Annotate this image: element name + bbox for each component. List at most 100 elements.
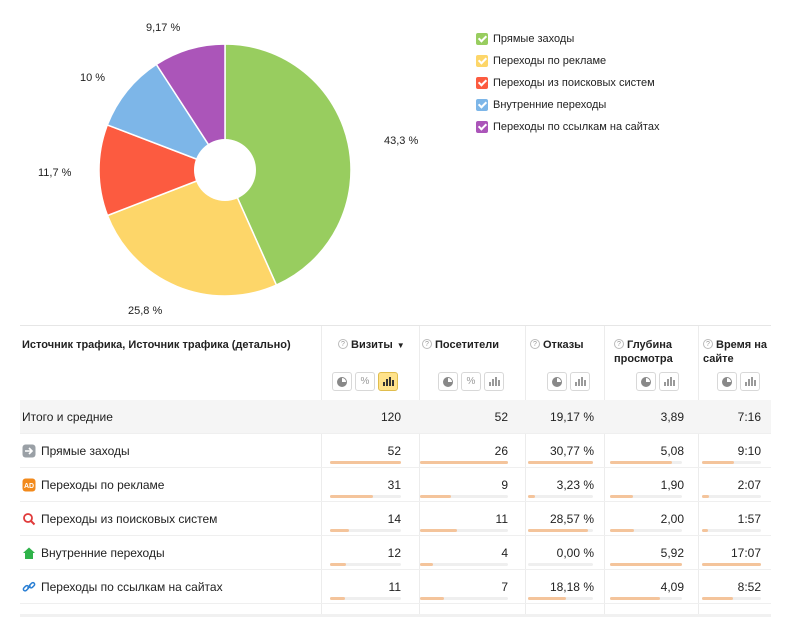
bar-depth bbox=[610, 461, 682, 464]
row-label-text: Переходы по ссылкам на сайтах bbox=[41, 580, 223, 594]
cell-bounces: 0,00 % bbox=[556, 546, 594, 560]
help-icon[interactable] bbox=[422, 338, 432, 352]
column-header-bounces[interactable]: Отказы bbox=[530, 338, 584, 352]
bars-view-button[interactable] bbox=[378, 372, 398, 391]
pie-slice-1[interactable] bbox=[106, 169, 278, 297]
percent-view-button[interactable]: % bbox=[461, 372, 481, 391]
pie-chart-svg bbox=[98, 43, 352, 297]
bars-icon bbox=[663, 377, 675, 386]
legend-item-ads[interactable]: Переходы по рекламе bbox=[476, 50, 659, 72]
bar-bounces bbox=[528, 597, 593, 600]
checkbox-icon[interactable] bbox=[476, 77, 488, 89]
bar-fill bbox=[610, 529, 634, 532]
pie-view-button[interactable] bbox=[332, 372, 352, 391]
legend-label: Переходы по ссылкам на сайтах bbox=[493, 121, 660, 133]
pie-icon bbox=[722, 376, 732, 387]
arrow-right-icon bbox=[22, 444, 36, 458]
bar-bounces bbox=[528, 529, 593, 532]
column-header-depth[interactable]: Глубина просмотра bbox=[614, 338, 694, 366]
legend-item-links[interactable]: Переходы по ссылкам на сайтах bbox=[476, 116, 659, 138]
table-bottom-scrollbar[interactable] bbox=[20, 614, 771, 617]
bars-view-button[interactable] bbox=[659, 372, 679, 391]
bar-visitors bbox=[420, 495, 508, 498]
table-row[interactable]: Переходы из поисковых систем 14 11 28,57 % 2… bbox=[20, 502, 771, 536]
bars-icon bbox=[744, 377, 756, 386]
table-header: Источник трафика, Источник трафика (дета… bbox=[20, 326, 771, 400]
table-row[interactable]: Прямые заходы 52 26 30,77 % 5,08 9:10 bbox=[20, 434, 771, 468]
percent-icon: % bbox=[466, 376, 476, 387]
total-row: Итого и средние 120 52 19,17 % 3,89 7:16 bbox=[20, 400, 771, 434]
cell-visits: 12 bbox=[387, 546, 401, 560]
cell-time: 9:10 bbox=[737, 444, 761, 458]
checkbox-icon[interactable] bbox=[476, 121, 488, 133]
slice-label-internal: 10 % bbox=[80, 72, 106, 84]
cell-visitors: 26 bbox=[494, 444, 508, 458]
dimension-header[interactable]: Источник трафика, Источник трафика (дета… bbox=[22, 339, 291, 351]
bar-fill bbox=[610, 461, 672, 464]
pie-icon bbox=[337, 376, 347, 387]
row-label[interactable]: Переходы из поисковых систем bbox=[22, 512, 217, 526]
bar-fill bbox=[610, 563, 682, 566]
pie-slice-4[interactable] bbox=[155, 43, 226, 173]
pie-chart: 43,3 % 25,8 % 11,7 % 10 % 9,17 % Прямые … bbox=[0, 0, 789, 325]
pie-icon bbox=[641, 376, 651, 387]
row-label[interactable]: Внутренние переходы bbox=[22, 546, 165, 560]
cell-time: 17:07 bbox=[730, 546, 761, 560]
table-row[interactable]: AD Переходы по рекламе 31 9 3,23 % 1,90 2:07 bbox=[20, 468, 771, 502]
cell-visitors: 4 bbox=[501, 546, 508, 560]
cell-bounces: 3,23 % bbox=[556, 478, 594, 492]
pie-slice-3[interactable] bbox=[106, 63, 227, 172]
bar-fill bbox=[610, 495, 633, 498]
bar-visits bbox=[330, 563, 401, 566]
table-row[interactable]: Внутренние переходы 12 4 0,00 % 5,92 17:07 bbox=[20, 536, 771, 570]
legend-label: Прямые заходы bbox=[493, 33, 575, 45]
pie-view-button[interactable] bbox=[636, 372, 656, 391]
cell-bounces: 28,57 % bbox=[549, 512, 594, 526]
cell-depth: 2,00 bbox=[660, 512, 684, 526]
pie-slice-2[interactable] bbox=[98, 123, 228, 217]
bar-depth bbox=[610, 597, 682, 600]
bar-visitors bbox=[420, 563, 508, 566]
link-icon bbox=[22, 580, 36, 594]
row-label[interactable]: Переходы по ссылкам на сайтах bbox=[22, 580, 223, 594]
bars-view-button[interactable] bbox=[570, 372, 590, 391]
help-icon[interactable] bbox=[530, 338, 540, 352]
percent-view-button[interactable]: % bbox=[355, 372, 375, 391]
legend-item-direct[interactable]: Прямые заходы bbox=[476, 28, 659, 50]
column-header-time[interactable]: Время на сайте bbox=[703, 338, 767, 366]
pie-slice-0[interactable] bbox=[224, 43, 352, 287]
checkbox-icon[interactable] bbox=[476, 99, 488, 111]
checkbox-icon[interactable] bbox=[476, 33, 488, 45]
column-header-visits[interactable]: Визиты▼ bbox=[338, 338, 405, 353]
bar-fill bbox=[420, 563, 433, 566]
row-label[interactable]: AD Переходы по рекламе bbox=[22, 478, 164, 492]
cell-depth: 1,90 bbox=[660, 478, 684, 492]
legend-item-search[interactable]: Переходы из поисковых систем bbox=[476, 72, 659, 94]
legend-item-internal[interactable]: Внутренние переходы bbox=[476, 94, 659, 116]
cell-visitors: 9 bbox=[501, 478, 508, 492]
column-header-visitors[interactable]: Посетители bbox=[422, 338, 499, 352]
bars-icon bbox=[382, 377, 394, 386]
sort-desc-icon[interactable]: ▼ bbox=[396, 341, 405, 350]
bar-visitors bbox=[420, 461, 508, 464]
bar-time bbox=[702, 597, 761, 600]
search-icon bbox=[22, 512, 36, 526]
total-depth: 3,89 bbox=[660, 410, 684, 424]
help-icon[interactable] bbox=[338, 338, 348, 352]
bar-fill bbox=[610, 597, 660, 600]
cell-bounces: 30,77 % bbox=[549, 444, 594, 458]
bar-visitors bbox=[420, 597, 508, 600]
bars-view-button[interactable] bbox=[740, 372, 760, 391]
help-icon[interactable] bbox=[614, 338, 624, 352]
table-row[interactable]: Переходы по ссылкам на сайтах 11 7 18,18 % 4… bbox=[20, 570, 771, 604]
help-icon[interactable] bbox=[703, 338, 713, 352]
pie-view-button[interactable] bbox=[547, 372, 567, 391]
bar-fill bbox=[528, 495, 535, 498]
bars-view-button[interactable] bbox=[484, 372, 504, 391]
checkbox-icon[interactable] bbox=[476, 55, 488, 67]
bar-fill bbox=[702, 563, 761, 566]
pie-view-button[interactable] bbox=[438, 372, 458, 391]
pie-view-button[interactable] bbox=[717, 372, 737, 391]
row-label[interactable]: Прямые заходы bbox=[22, 444, 130, 458]
bar-fill bbox=[330, 563, 346, 566]
